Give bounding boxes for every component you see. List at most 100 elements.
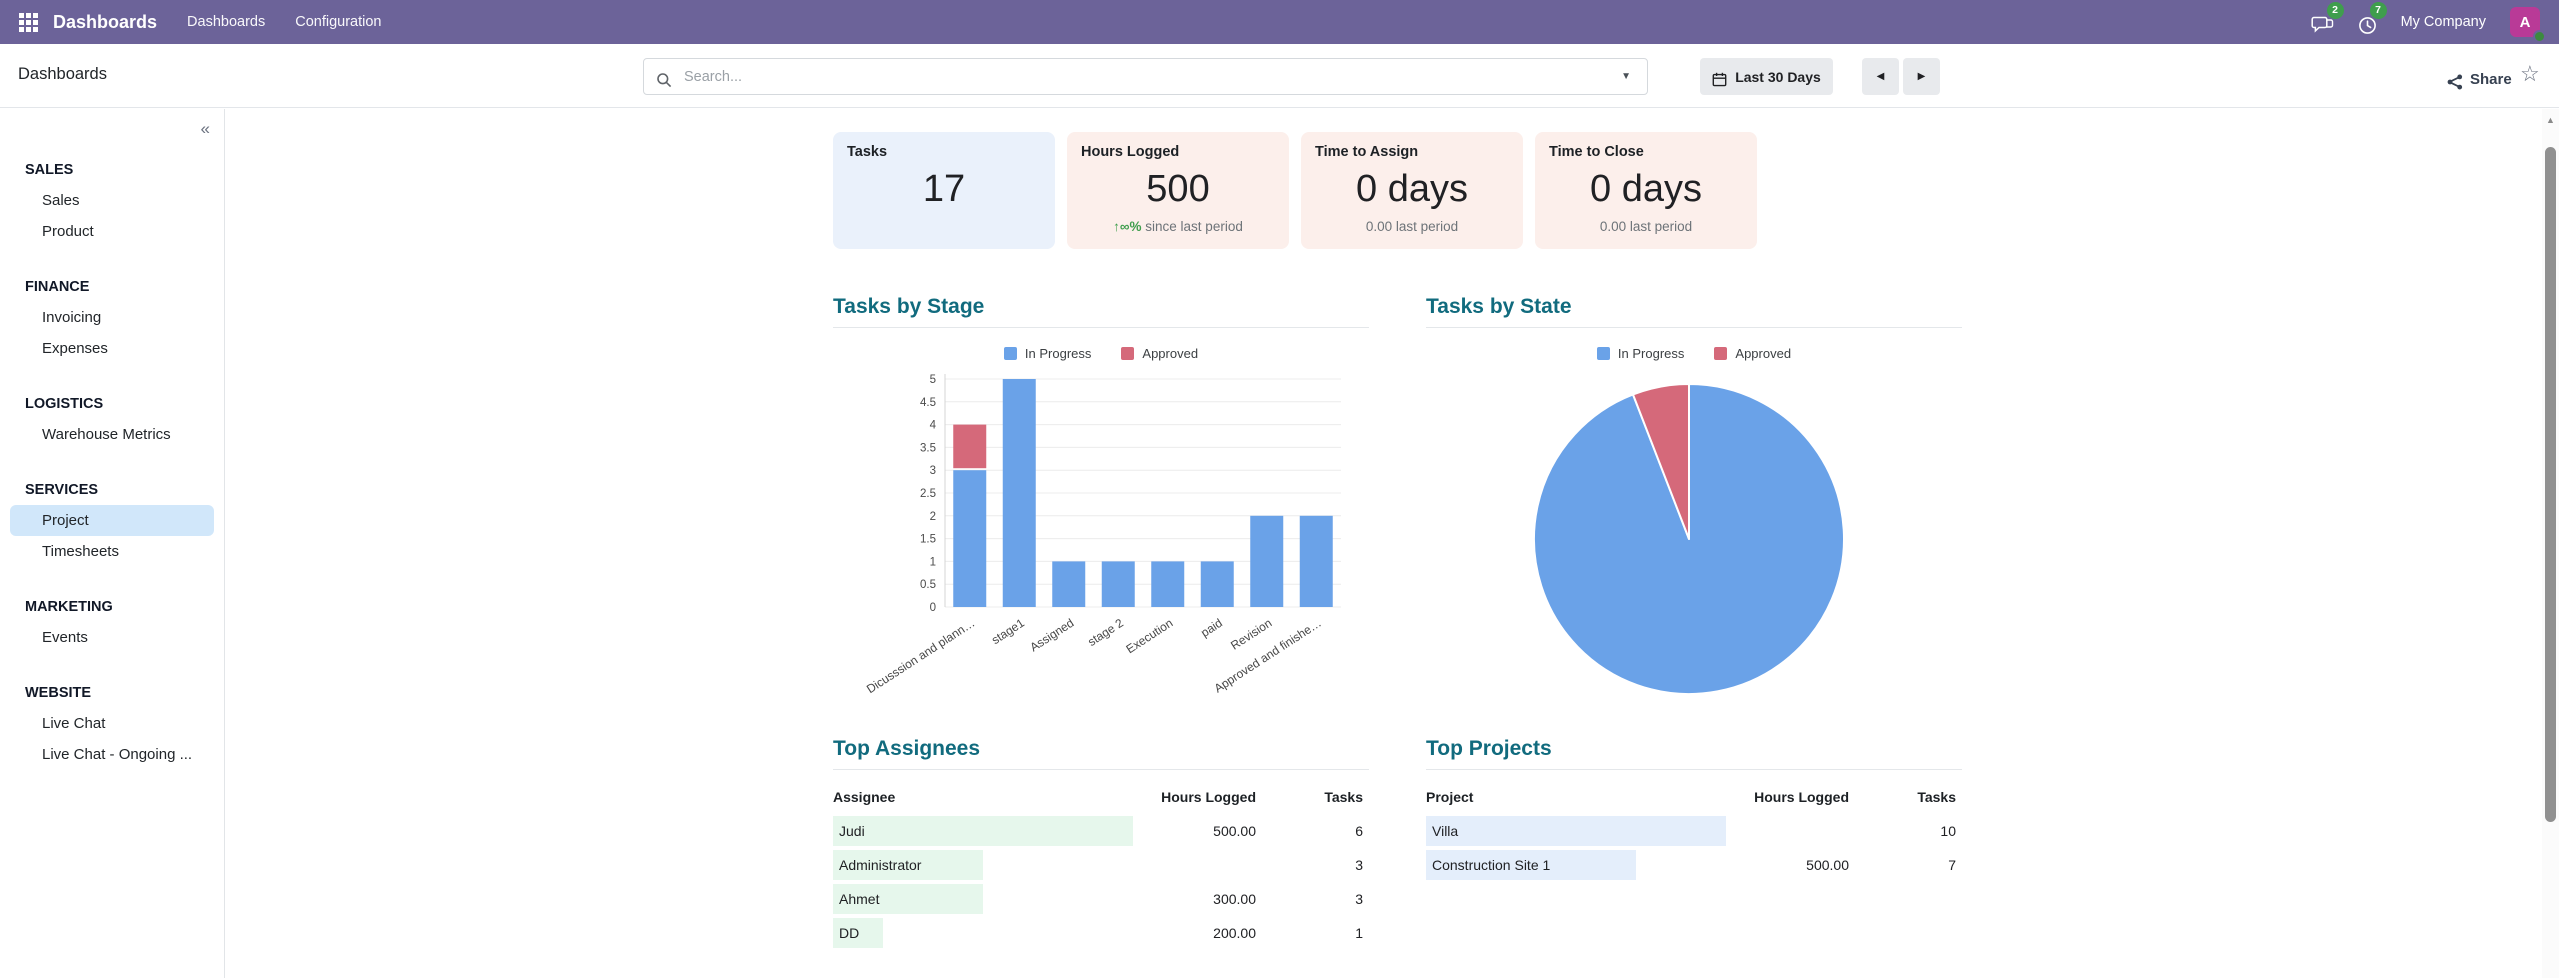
bar-chart[interactable]: 0 0.5 1 1.5 2 2.5 3 3.5 4 4.5 5 Dicusssion and plan…: [833, 367, 1369, 702]
sidebar-collapse-icon[interactable]: «: [200, 119, 210, 138]
menu-configuration[interactable]: Configuration: [295, 14, 382, 30]
legend-item-approved[interactable]: Approved: [1714, 346, 1791, 361]
company-name[interactable]: My Company: [2400, 14, 2486, 30]
dashboard-sidebar: « SALES Sales Product FINANCE Invoicing Expen…: [0, 109, 225, 978]
kpi-card-hours-logged[interactable]: Hours Logged 500 ↑∞% since last period: [1067, 132, 1289, 249]
menu-dashboards[interactable]: Dashboards: [187, 14, 266, 30]
pie-slice-approved[interactable]: [1632, 383, 1690, 540]
kpi-card-tasks[interactable]: Tasks 17: [833, 132, 1055, 249]
sidebar-item-live-chat-ongoing[interactable]: Live Chat - Ongoing ...: [42, 746, 193, 763]
table-row[interactable]: Construction Site 1 500.00 7: [1426, 848, 1962, 882]
sidebar-item-warehouse-metrics[interactable]: Warehouse Metrics: [42, 426, 171, 443]
table-row[interactable]: DD 200.00 1: [833, 916, 1369, 950]
legend-item-in-progress[interactable]: In Progress: [1003, 346, 1092, 361]
search-input[interactable]: [682, 67, 1608, 86]
previous-period-button[interactable]: ◀: [1862, 58, 1899, 95]
table-title: Top Projects: [1426, 737, 1962, 770]
app-brand[interactable]: Dashboards: [53, 11, 158, 32]
cell-name: Ahmet: [833, 882, 1139, 916]
scrollbar-up-arrow[interactable]: ▲: [2546, 115, 2555, 125]
user-avatar[interactable]: A: [2510, 7, 2546, 43]
column-header-tasks: Tasks: [1917, 789, 1956, 805]
svg-text:1: 1: [930, 556, 936, 568]
row-progress-bar: [833, 918, 883, 948]
column-header-hours-logged: Hours Logged: [1161, 789, 1256, 805]
kpi-label: Tasks: [847, 144, 888, 160]
table-row[interactable]: Ahmet 300.00 3: [833, 882, 1369, 916]
sidebar-item-sales[interactable]: Sales: [42, 192, 80, 209]
legend-item-approved[interactable]: Approved: [1121, 346, 1198, 361]
pie-chart[interactable]: [1426, 367, 1962, 707]
apps-menu-icon[interactable]: [19, 12, 38, 32]
sidebar-item-invoicing[interactable]: Invoicing: [42, 309, 102, 326]
column-header-tasks: Tasks: [1324, 789, 1363, 805]
activities-icon[interactable]: 7: [2358, 1, 2387, 35]
kpi-trend-up: ↑∞%: [1113, 219, 1142, 234]
cell-name-text: Judi: [839, 823, 865, 839]
sidebar-section-header: WEBSITE: [25, 685, 92, 701]
row-progress-bar: [833, 816, 1133, 846]
sidebar-section-header: FINANCE: [25, 279, 90, 295]
sidebar-section-services: SERVICES Project Timesheets: [0, 475, 224, 567]
cell-hours-logged: 200.00: [1213, 925, 1256, 941]
table-row[interactable]: Judi 500.00 6: [833, 814, 1369, 848]
kpi-label: Time to Close: [1549, 144, 1644, 160]
svg-text:2.5: 2.5: [920, 488, 936, 500]
share-button[interactable]: Share: [2447, 68, 2512, 90]
online-status-dot: [2533, 30, 2546, 43]
kpi-value: 500: [1146, 168, 1210, 210]
svg-text:4.5: 4.5: [920, 397, 936, 409]
svg-text:0.5: 0.5: [920, 579, 936, 591]
sidebar-section-header: SALES: [25, 162, 74, 178]
svg-text:Execution: Execution: [1124, 616, 1176, 656]
kpi-subtitle: ↑∞% since last period: [1113, 219, 1243, 234]
svg-text:stage1: stage1: [989, 616, 1027, 648]
vertical-scrollbar[interactable]: ▲: [2542, 109, 2559, 978]
scrollbar-thumb[interactable]: [2545, 147, 2556, 822]
next-period-button[interactable]: ▶: [1903, 58, 1940, 95]
date-filter-button[interactable]: Last 30 Days: [1700, 58, 1833, 95]
kpi-card-time-to-assign[interactable]: Time to Assign 0 days 0.00 last period: [1301, 132, 1523, 249]
legend-item-in-progress[interactable]: In Progress: [1596, 346, 1684, 361]
clock-icon: [2358, 16, 2376, 34]
column-header-project: Project: [1426, 789, 1474, 805]
kpi-label: Time to Assign: [1315, 144, 1419, 160]
sidebar-item-project[interactable]: Project: [10, 505, 214, 536]
row-progress-bar: [1426, 816, 1726, 846]
chart-title: Tasks by State: [1426, 295, 1962, 328]
cell-name: Villa: [1426, 814, 1732, 848]
cell-name-text: DD: [839, 925, 860, 941]
svg-text:Dicusssion and plann…: Dicusssion and plann…: [864, 616, 977, 696]
svg-text:1.5: 1.5: [920, 534, 936, 546]
table-section-top-projects: Top Projects Project Hours Logged Tasks Vill…: [1426, 737, 1962, 882]
svg-text:Assigned: Assigned: [1027, 616, 1076, 655]
table-row[interactable]: Administrator 3: [833, 848, 1369, 882]
kpi-card-time-to-close[interactable]: Time to Close 0 days 0.00 last period: [1535, 132, 1757, 249]
table-row[interactable]: Villa 10: [1426, 814, 1962, 848]
search-filters-caret-icon[interactable]: ▼: [1621, 71, 1631, 82]
legend-label: Approved: [1142, 346, 1199, 361]
tables-grid: Top Assignees Assignee Hours Logged Tasks Ju…: [833, 737, 1962, 950]
favorite-star-icon[interactable]: ☆: [2520, 61, 2540, 86]
calendar-icon: [1712, 72, 1727, 87]
sidebar-item-product[interactable]: Product: [42, 223, 94, 240]
cell-tasks: 3: [1355, 857, 1363, 873]
sidebar-item-live-chat[interactable]: Live Chat: [42, 715, 106, 732]
chart-legend: In Progress Approved: [833, 346, 1369, 361]
search-box[interactable]: ▼: [643, 58, 1648, 95]
sidebar-item-expenses[interactable]: Expenses: [42, 340, 108, 357]
svg-text:4: 4: [930, 420, 937, 432]
sidebar-item-events[interactable]: Events: [42, 629, 88, 646]
date-filter-label: Last 30 Days: [1735, 68, 1821, 85]
sidebar-item-timesheets[interactable]: Timesheets: [42, 543, 119, 560]
legend-label: In Progress: [1024, 346, 1092, 361]
messages-icon[interactable]: 2: [2311, 2, 2344, 34]
table-header-row: Assignee Hours Logged Tasks: [833, 780, 1369, 814]
chart-legend: In Progress Approved: [1426, 346, 1962, 361]
sidebar-section-header: SERVICES: [25, 482, 99, 498]
cell-name: Administrator: [833, 848, 1139, 882]
messages-badge: 2: [2326, 2, 2344, 19]
legend-label: Approved: [1735, 346, 1792, 361]
dashboard-content: Tasks 17 Hours Logged 500 ↑∞% since last per…: [833, 109, 1962, 950]
cell-hours-logged: 500.00: [1213, 823, 1256, 839]
